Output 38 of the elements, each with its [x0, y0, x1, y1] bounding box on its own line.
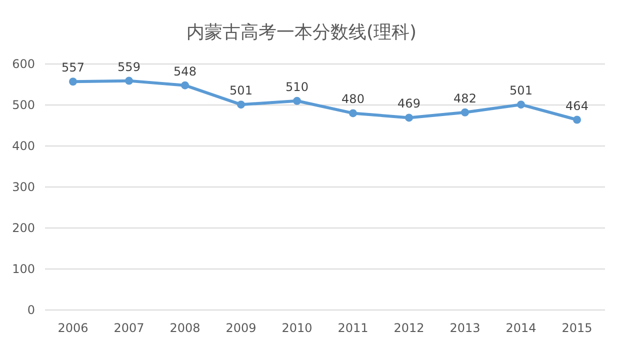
data-label: 548	[174, 64, 196, 78]
y-tick-label: 0	[27, 303, 35, 318]
x-tick-label: 2007	[114, 321, 144, 335]
x-tick-label: 2006	[58, 321, 88, 335]
point	[517, 100, 525, 109]
point	[125, 76, 133, 85]
point	[349, 109, 357, 118]
y-tick-label: 400	[12, 139, 35, 154]
x-tick-label: 2008	[170, 321, 200, 335]
data-label: 469	[398, 96, 420, 111]
x-tick-label: 2010	[282, 321, 312, 335]
point	[293, 96, 301, 105]
y-tick-label: 600	[12, 57, 35, 72]
data-label: 557	[62, 60, 84, 75]
point	[461, 108, 469, 116]
data-label: 501	[230, 84, 252, 98]
data-label: 559	[118, 60, 140, 74]
point	[237, 100, 245, 109]
x-tick-label: 2015	[562, 321, 592, 335]
x-tick-label: 2011	[338, 321, 368, 335]
data-label: 501	[510, 84, 532, 98]
data-label: 480	[342, 92, 364, 106]
chart-title: 内蒙古高考一本分数线(理科)	[186, 22, 417, 43]
y-tick-label: 100	[12, 262, 35, 276]
y-tick-label: 200	[12, 221, 35, 236]
point	[405, 114, 413, 122]
x-tick-label: 2013	[450, 321, 480, 335]
x-tick-label: 2009	[226, 321, 256, 335]
data-label: 464	[566, 98, 588, 113]
y-tick-label: 300	[12, 180, 35, 194]
x-tick-label: 2012	[394, 321, 424, 335]
x-tick-label: 2014	[506, 321, 536, 335]
point	[181, 81, 189, 90]
data-label: 482	[454, 91, 476, 106]
point	[573, 116, 581, 124]
y-tick-label: 500	[12, 98, 35, 112]
point	[69, 78, 77, 86]
data-label: 510	[286, 80, 308, 94]
